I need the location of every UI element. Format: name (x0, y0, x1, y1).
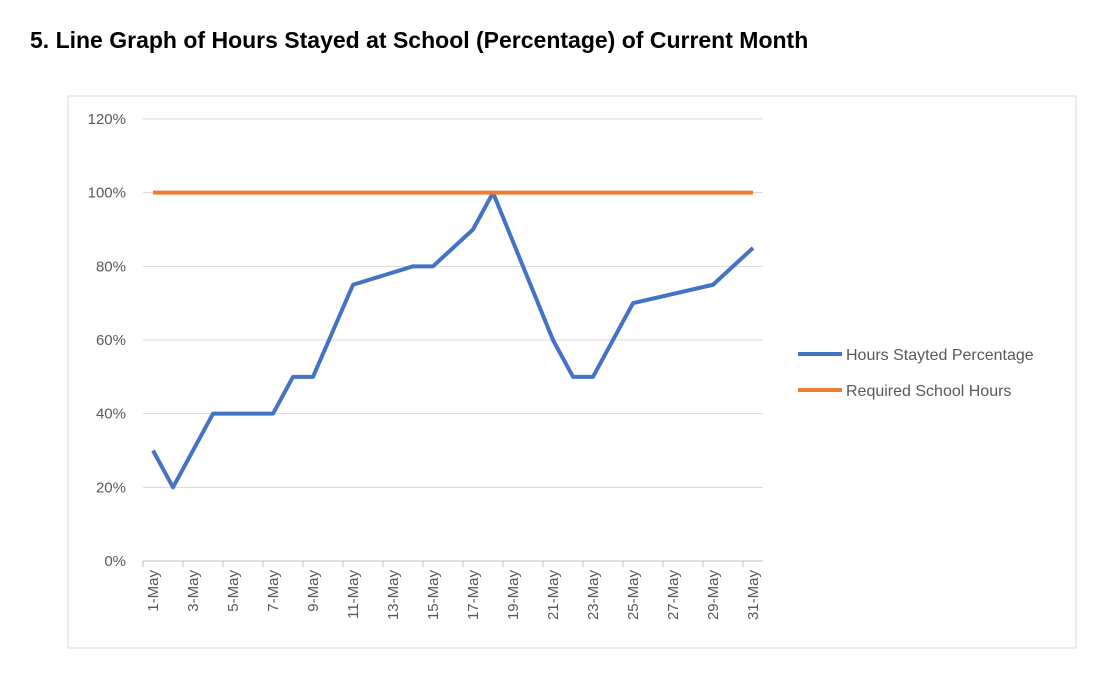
chart-title: 5. Line Graph of Hours Stayed at School … (30, 27, 808, 53)
x-tick-label: 5-May (225, 570, 242, 612)
x-tick-label: 21-May (545, 570, 562, 621)
x-tick-label: 17-May (465, 570, 482, 621)
x-tick-label: 9-May (305, 570, 322, 612)
x-tick-label: 15-May (425, 570, 442, 621)
x-tick-label: 19-May (505, 570, 522, 621)
y-tick-label: 80% (96, 258, 126, 275)
legend-label: Required School Hours (846, 383, 1011, 400)
y-tick-label: 40% (96, 406, 126, 423)
legend-label: Hours Stayted Percentage (846, 347, 1034, 364)
x-tick-label: 3-May (185, 570, 202, 612)
y-tick-label: 0% (104, 553, 126, 570)
x-tick-label: 13-May (385, 570, 402, 621)
data-line (151, 190, 755, 490)
y-tick-label: 120% (88, 111, 126, 128)
y-tick-label: 60% (96, 332, 126, 349)
x-tick-label: 1-May (145, 570, 162, 612)
x-tick-label: 11-May (345, 570, 362, 619)
x-tick-label: 23-May (585, 570, 602, 621)
x-tick-label: 27-May (665, 570, 682, 621)
x-tick-label: 31-May (745, 570, 762, 621)
x-tick-label: 7-May (265, 570, 282, 612)
chart-frame (67, 95, 1077, 649)
y-tick-label: 100% (88, 185, 126, 202)
x-tick-label: 29-May (705, 570, 722, 621)
x-tick-label: 25-May (625, 570, 642, 621)
y-tick-label: 20% (96, 479, 126, 496)
